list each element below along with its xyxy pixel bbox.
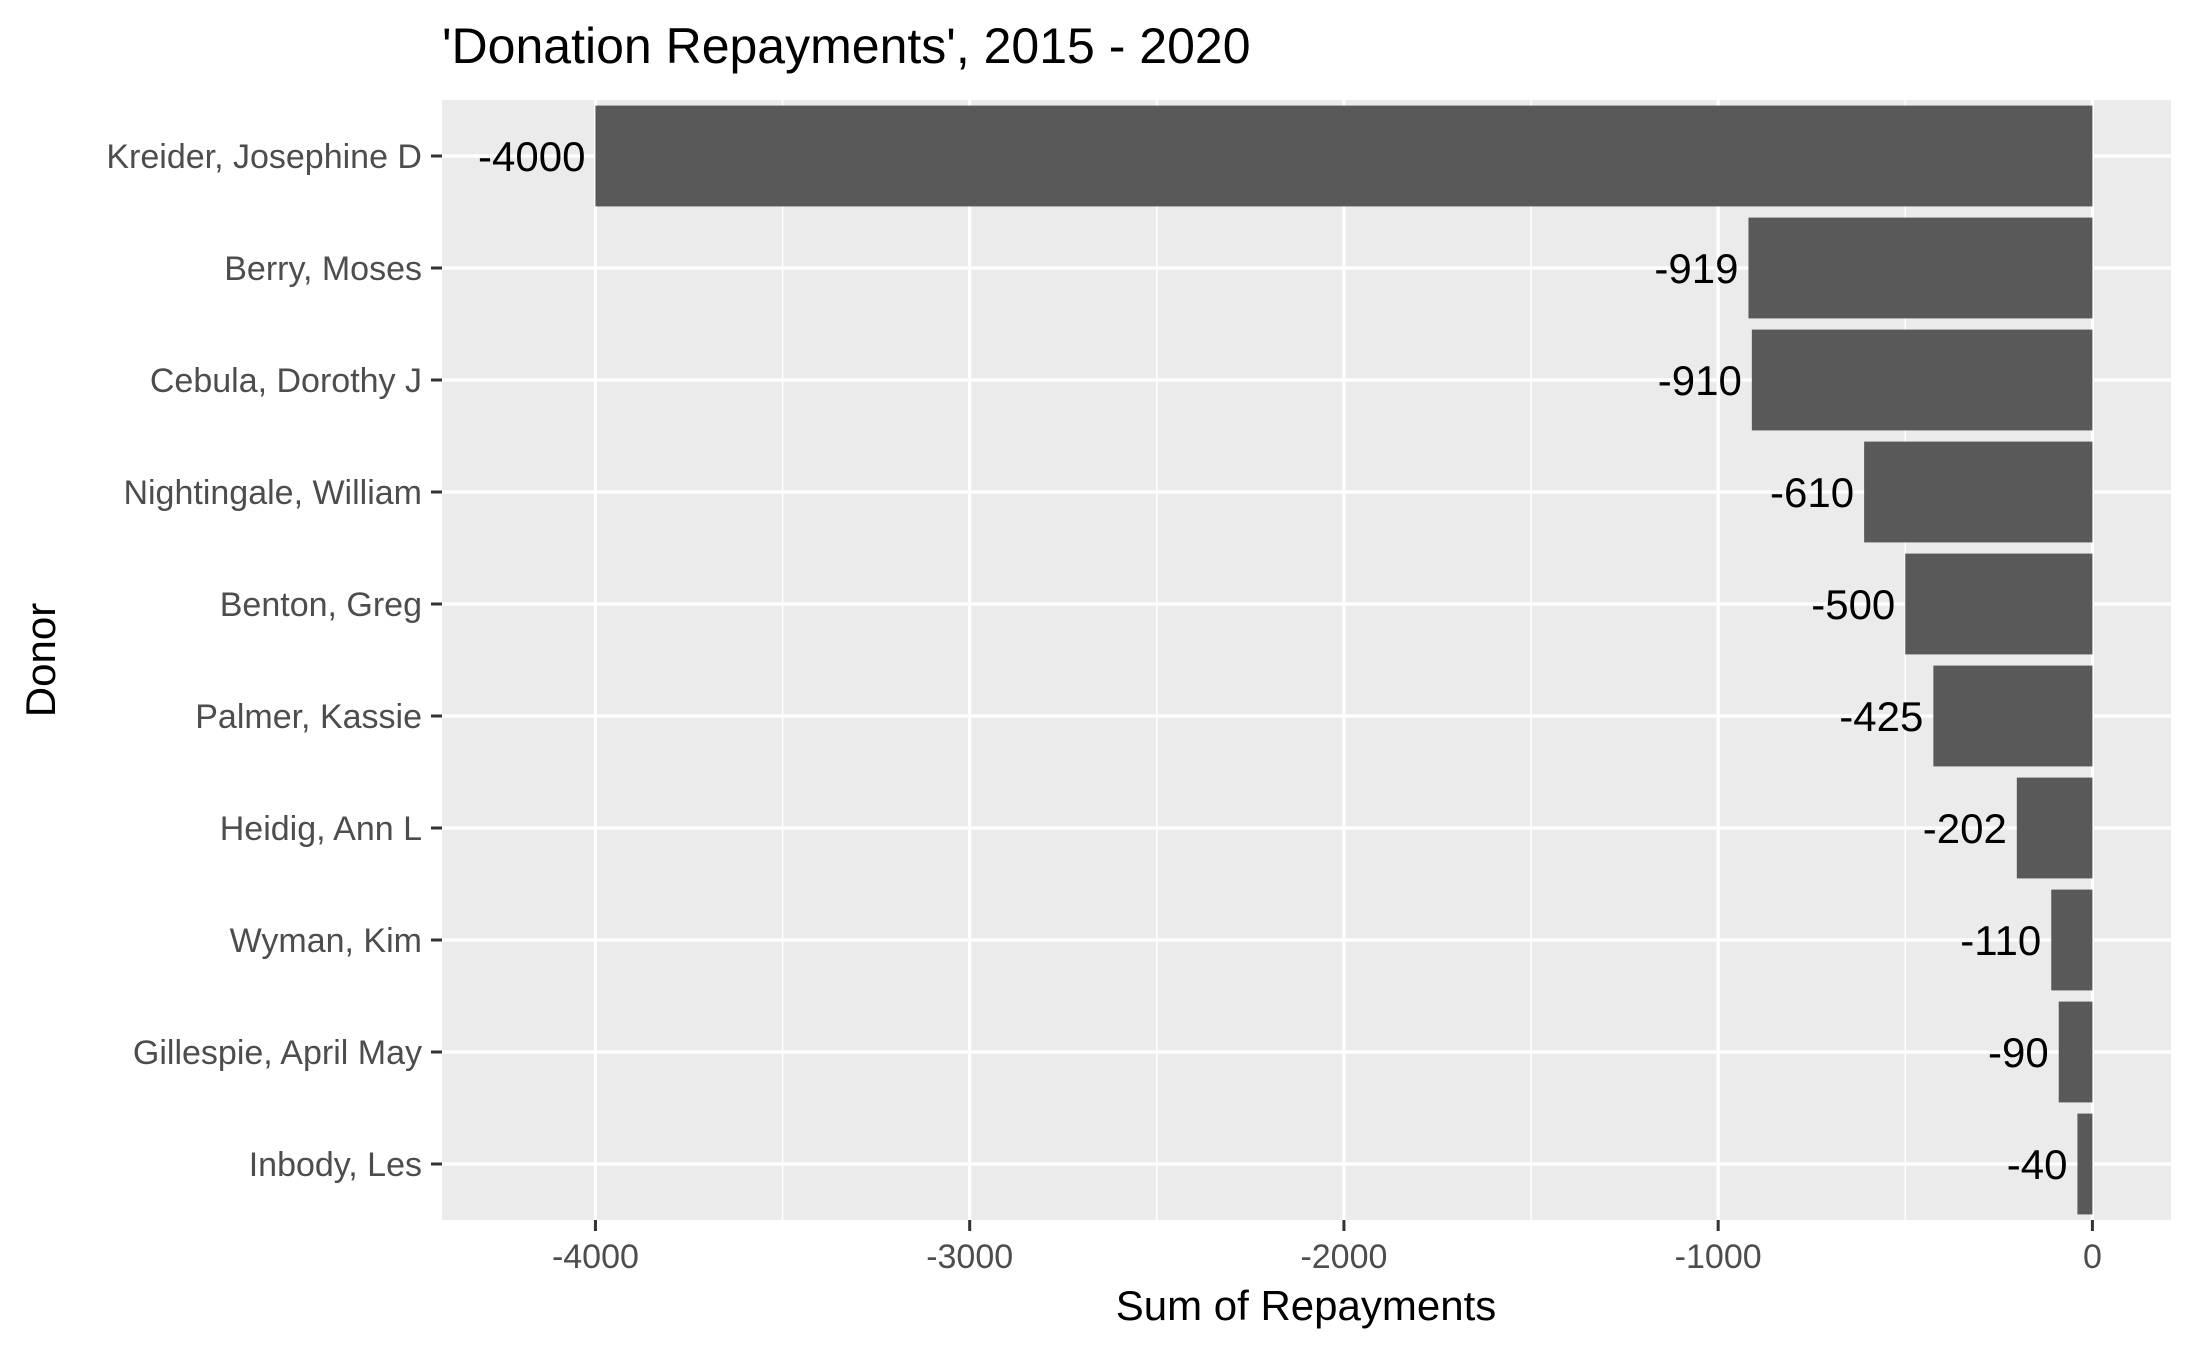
x-axis: -4000 -3000 -2000 -1000 0	[552, 1220, 2102, 1276]
data-label-8: -90	[1988, 1029, 2049, 1076]
bar-3	[1864, 441, 2093, 543]
bar-7	[2051, 889, 2093, 991]
y-tick-label-4: Benton, Greg	[220, 586, 422, 624]
data-label-3: -610	[1770, 469, 1854, 516]
bar-5	[1933, 665, 2093, 767]
data-label-5: -425	[1839, 693, 1923, 740]
x-tick-label-0: -4000	[552, 1238, 639, 1276]
bar-9	[2077, 1113, 2093, 1215]
x-tick-label-3: -1000	[1675, 1238, 1762, 1276]
y-tick-label-2: Cebula, Dorothy J	[150, 362, 422, 400]
bar-0	[595, 105, 2093, 207]
data-label-6: -202	[1923, 805, 2007, 852]
chart-title: 'Donation Repayments', 2015 - 2020	[442, 18, 1251, 74]
bar-1	[1748, 217, 2093, 319]
data-labels: -4000 -919 -910 -610 -500 -425 -202 -110 -90 -40	[478, 133, 2067, 1188]
data-label-4: -500	[1811, 581, 1895, 628]
y-tick-label-1: Berry, Moses	[224, 250, 422, 288]
y-tick-label-7: Wyman, Kim	[230, 922, 422, 960]
bar-4	[1905, 553, 2093, 655]
data-label-2: -910	[1658, 357, 1742, 404]
bar-8	[2058, 1001, 2093, 1103]
bar-6	[2016, 777, 2093, 879]
x-tick-label-4: 0	[2083, 1238, 2102, 1276]
data-label-7: -110	[1960, 917, 2041, 964]
x-tick-label-2: -2000	[1300, 1238, 1387, 1276]
y-tick-label-3: Nightingale, William	[123, 474, 422, 512]
bars	[595, 105, 2093, 1215]
y-tick-label-6: Heidig, Ann L	[220, 810, 422, 848]
y-tick-label-0: Kreider, Josephine D	[106, 138, 422, 176]
y-tick-label-9: Inbody, Les	[249, 1146, 422, 1184]
x-axis-title: Sum of Repayments	[1116, 1282, 1497, 1329]
y-axis-title: Donor	[17, 603, 64, 717]
bar-2	[1751, 329, 2093, 431]
y-tick-label-5: Palmer, Kassie	[195, 698, 422, 736]
y-tick-label-8: Gillespie, April May	[133, 1034, 422, 1072]
x-tick-label-1: -3000	[926, 1238, 1013, 1276]
data-label-9: -40	[2007, 1141, 2068, 1188]
data-label-1: -919	[1654, 245, 1738, 292]
data-label-0: -4000	[478, 133, 585, 180]
y-axis: Kreider, Josephine D Berry, Moses Cebula, …	[106, 138, 442, 1184]
